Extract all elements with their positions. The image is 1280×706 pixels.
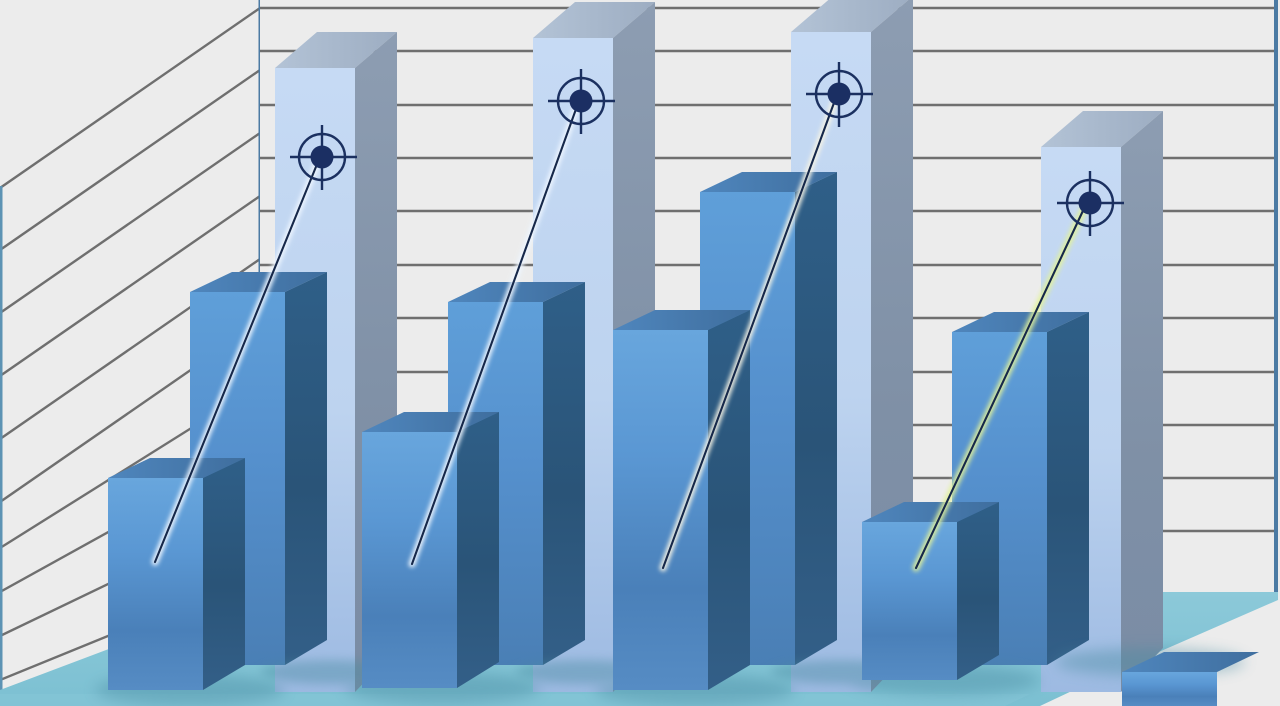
bar-side-face — [543, 282, 585, 665]
target-ring — [556, 76, 606, 126]
target-marker-4[interactable] — [1057, 171, 1124, 236]
bar-top-face — [448, 282, 585, 302]
bar-top-face — [613, 310, 750, 330]
bar-front-face — [613, 330, 708, 690]
bar-top-face — [1122, 652, 1259, 672]
laser-1 — [151, 148, 326, 566]
target-ring — [297, 132, 347, 182]
target-core — [1078, 191, 1102, 215]
target-ring — [814, 69, 864, 119]
target-core — [310, 145, 334, 169]
front-bar-4[interactable] — [862, 502, 999, 680]
target-ring — [1065, 178, 1115, 228]
bar-side-face — [957, 502, 999, 680]
front-bar-5[interactable] — [1122, 652, 1259, 706]
bar-front-face — [862, 522, 957, 680]
bar-top-face — [533, 2, 655, 38]
target-marker-2[interactable] — [548, 69, 615, 134]
laser-2 — [408, 94, 584, 568]
laser-3 — [659, 88, 842, 572]
bar-top-face — [190, 272, 327, 292]
front-bar-3[interactable] — [613, 310, 750, 690]
target-marker-3[interactable] — [806, 62, 873, 127]
bar-side-face — [1121, 111, 1163, 692]
front-bar-2[interactable] — [362, 412, 499, 688]
bar-side-face — [795, 172, 837, 665]
pointer-lines — [151, 88, 1092, 572]
bar-side-face — [1047, 312, 1089, 665]
bar-front-face — [108, 478, 203, 690]
bar-top-face — [791, 0, 909, 32]
bar-top-face — [952, 312, 1089, 332]
laser-4 — [912, 196, 1092, 572]
bar-top-face — [275, 32, 397, 68]
bar-front-face — [1122, 672, 1217, 706]
bar-side-face — [457, 412, 499, 688]
bar-top-face — [862, 502, 999, 522]
bar-side-face — [708, 310, 750, 690]
bar-top-face — [1041, 111, 1163, 147]
target-marker-1[interactable] — [290, 125, 357, 190]
target-core — [569, 89, 593, 113]
bar-side-face — [203, 458, 245, 690]
front-bar-1[interactable] — [108, 458, 245, 690]
bar-top-face — [108, 458, 245, 478]
bar-side-face — [285, 272, 327, 665]
target-core — [827, 82, 851, 106]
